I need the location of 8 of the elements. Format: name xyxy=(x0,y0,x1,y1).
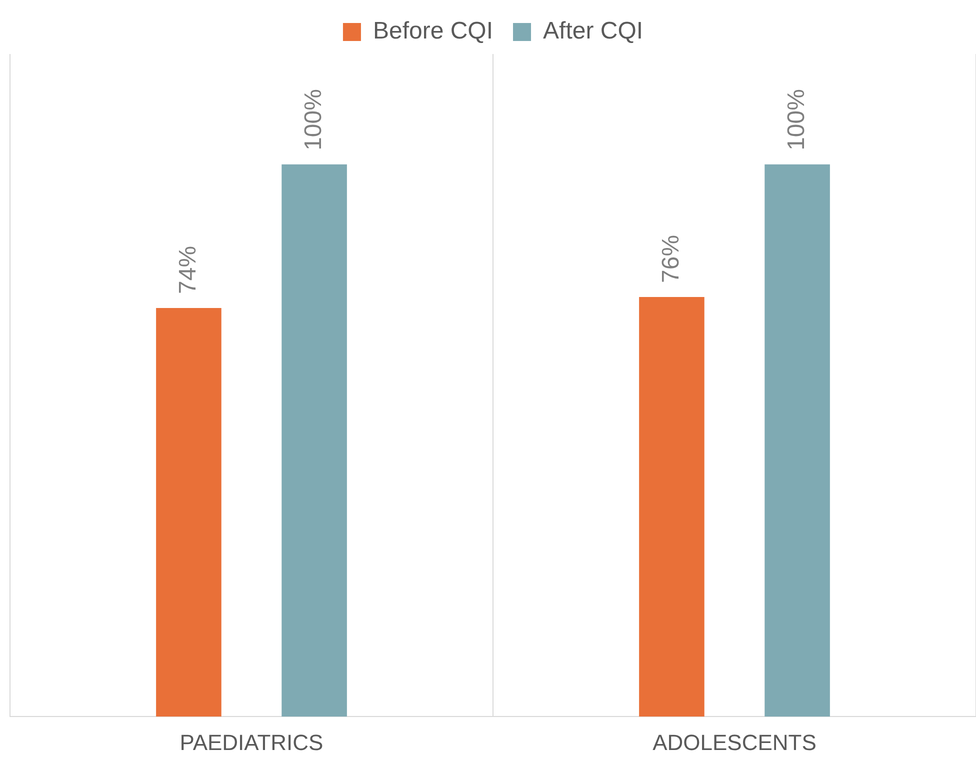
data-label: 76% xyxy=(657,234,684,283)
data-label: 100% xyxy=(300,89,327,150)
data-label: 74% xyxy=(174,246,202,294)
legend-label: Before CQI xyxy=(372,18,494,45)
data-label: 100% xyxy=(782,89,810,150)
x-tick-label: PAEDIATRICS xyxy=(180,730,324,755)
x-tick-label: ADOLESCENTS xyxy=(652,730,816,755)
legend-label: After CQI xyxy=(543,18,644,45)
